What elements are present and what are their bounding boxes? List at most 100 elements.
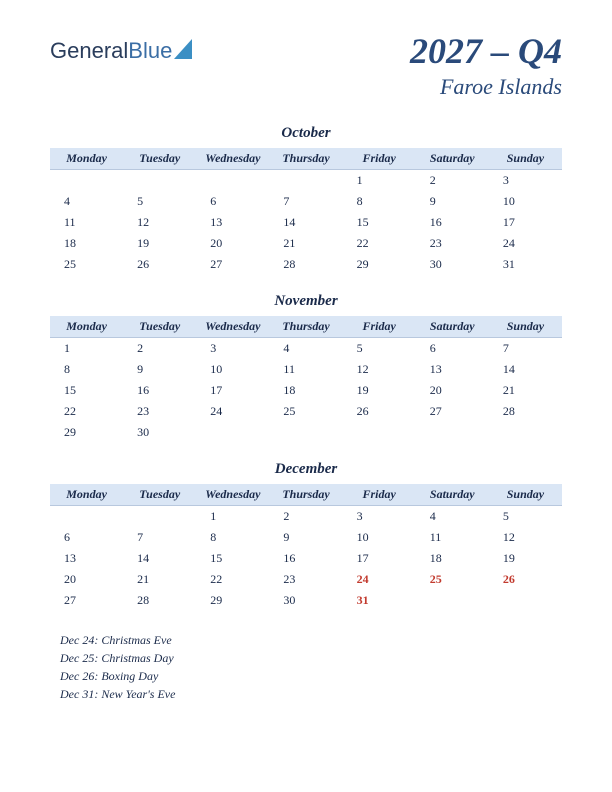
calendar-row: 25262728293031	[50, 254, 562, 275]
weekday-header: Wednesday	[196, 148, 269, 170]
calendar-cell: 4	[50, 191, 123, 212]
calendar-cell: 5	[489, 506, 562, 528]
calendar-cell: 5	[123, 191, 196, 212]
calendar-cell: 16	[123, 380, 196, 401]
calendar-cell: 2	[269, 506, 342, 528]
calendar-row: 6789101112	[50, 527, 562, 548]
calendar-cell	[489, 590, 562, 611]
weekday-header: Sunday	[489, 148, 562, 170]
calendar-cell	[343, 422, 416, 443]
header: GeneralBlue 2027 – Q4 Faroe Islands	[50, 30, 562, 100]
calendar-cell: 20	[416, 380, 489, 401]
calendar-row: 123	[50, 170, 562, 192]
calendar-cell: 3	[489, 170, 562, 192]
weekday-header: Wednesday	[196, 316, 269, 338]
calendar-cell: 14	[489, 359, 562, 380]
calendar-cell: 30	[416, 254, 489, 275]
weekday-header: Saturday	[416, 316, 489, 338]
calendar-cell: 19	[343, 380, 416, 401]
weekday-header: Wednesday	[196, 484, 269, 506]
calendar-row: 891011121314	[50, 359, 562, 380]
weekday-header: Tuesday	[123, 484, 196, 506]
month-name: November	[50, 293, 562, 310]
calendar-cell: 16	[269, 548, 342, 569]
calendar-cell: 2	[123, 338, 196, 360]
calendar-row: 2728293031	[50, 590, 562, 611]
logo: GeneralBlue	[50, 38, 192, 64]
calendar-cell: 23	[123, 401, 196, 422]
weekday-header: Monday	[50, 484, 123, 506]
calendar-cell: 13	[196, 212, 269, 233]
calendar-cell	[196, 170, 269, 192]
calendar-cell: 22	[196, 569, 269, 590]
calendar-cell: 30	[123, 422, 196, 443]
calendar-cell: 4	[269, 338, 342, 360]
title-block: 2027 – Q4 Faroe Islands	[410, 30, 562, 100]
calendar-cell	[123, 506, 196, 528]
calendars-container: OctoberMondayTuesdayWednesdayThursdayFri…	[50, 125, 562, 611]
calendar-cell: 10	[489, 191, 562, 212]
holiday-entry: Dec 26: Boxing Day	[60, 667, 562, 685]
calendar-cell: 21	[489, 380, 562, 401]
calendar-row: 13141516171819	[50, 548, 562, 569]
calendar-cell	[269, 422, 342, 443]
weekday-header: Monday	[50, 316, 123, 338]
calendar-cell: 14	[269, 212, 342, 233]
calendar-cell: 26	[123, 254, 196, 275]
calendar-cell: 18	[416, 548, 489, 569]
calendar-row: 18192021222324	[50, 233, 562, 254]
month-block: October MondayTuesdayWednesdayThursdayFri…	[50, 125, 562, 275]
month-name: October	[50, 125, 562, 142]
calendar-cell: 20	[196, 233, 269, 254]
calendar-cell: 15	[196, 548, 269, 569]
calendar-cell	[50, 506, 123, 528]
month-name: December	[50, 461, 562, 478]
calendar-table: MondayTuesdayWednesdayThursdayFridaySatu…	[50, 484, 562, 611]
calendar-cell: 18	[50, 233, 123, 254]
logo-text-1: General	[50, 38, 128, 64]
calendar-cell: 22	[50, 401, 123, 422]
weekday-header: Tuesday	[123, 148, 196, 170]
calendar-row: 11121314151617	[50, 212, 562, 233]
calendar-table: MondayTuesdayWednesdayThursdayFridaySatu…	[50, 148, 562, 275]
weekday-header: Thursday	[269, 484, 342, 506]
calendar-cell: 29	[343, 254, 416, 275]
calendar-cell: 10	[343, 527, 416, 548]
calendar-cell: 7	[269, 191, 342, 212]
calendar-cell: 23	[269, 569, 342, 590]
calendar-cell: 22	[343, 233, 416, 254]
calendar-cell: 25	[416, 569, 489, 590]
calendar-cell: 4	[416, 506, 489, 528]
calendar-cell: 9	[416, 191, 489, 212]
calendar-cell: 11	[50, 212, 123, 233]
weekday-header: Friday	[343, 148, 416, 170]
calendar-row: 1234567	[50, 338, 562, 360]
quarter-title: 2027 – Q4	[410, 30, 562, 72]
calendar-cell: 12	[489, 527, 562, 548]
calendar-cell: 9	[123, 359, 196, 380]
calendar-cell: 6	[416, 338, 489, 360]
calendar-row: 22232425262728	[50, 401, 562, 422]
calendar-cell: 17	[196, 380, 269, 401]
logo-sail-icon	[174, 39, 192, 59]
calendar-cell	[416, 422, 489, 443]
calendar-cell	[50, 170, 123, 192]
calendar-cell	[269, 170, 342, 192]
calendar-cell: 28	[123, 590, 196, 611]
calendar-cell: 21	[269, 233, 342, 254]
weekday-header: Friday	[343, 316, 416, 338]
calendar-row: 45678910	[50, 191, 562, 212]
weekday-header: Thursday	[269, 316, 342, 338]
month-block: December MondayTuesdayWednesdayThursdayFr…	[50, 461, 562, 611]
calendar-cell: 13	[50, 548, 123, 569]
holiday-entry: Dec 31: New Year's Eve	[60, 685, 562, 703]
calendar-cell: 28	[269, 254, 342, 275]
calendar-row: 2930	[50, 422, 562, 443]
holiday-entry: Dec 25: Christmas Day	[60, 649, 562, 667]
calendar-cell: 19	[123, 233, 196, 254]
weekday-header: Saturday	[416, 484, 489, 506]
calendar-row: 15161718192021	[50, 380, 562, 401]
calendar-cell: 26	[489, 569, 562, 590]
calendar-cell: 11	[416, 527, 489, 548]
calendar-cell: 27	[196, 254, 269, 275]
